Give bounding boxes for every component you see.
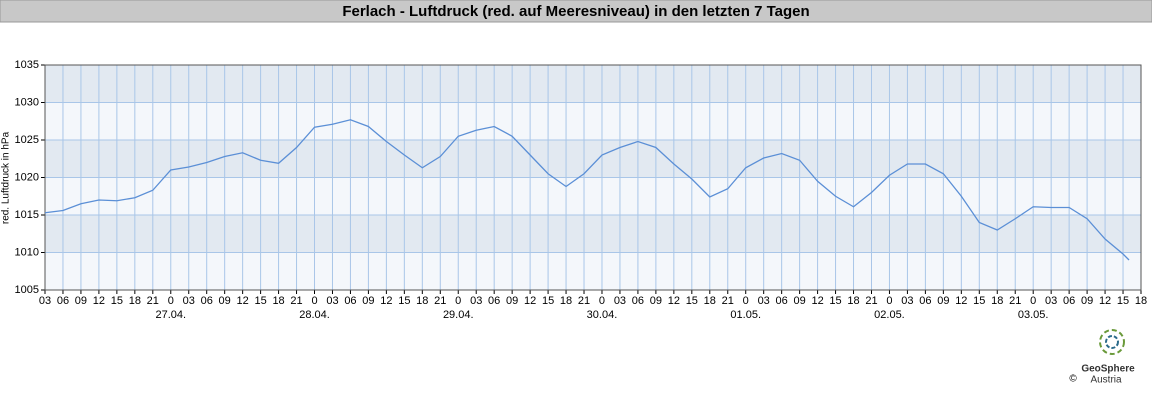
x-tick-label: 0 <box>886 295 892 307</box>
x-tick-label: 09 <box>937 295 949 307</box>
x-tick-label: 06 <box>344 295 356 307</box>
x-tick-label: 12 <box>811 295 823 307</box>
y-tick-label: 1015 <box>15 209 39 221</box>
x-tick-label: 09 <box>506 295 518 307</box>
y-tick-label: 1035 <box>15 59 39 71</box>
x-tick-label: 21 <box>147 295 159 307</box>
band <box>45 140 1141 178</box>
x-tick-label: 0 <box>599 295 605 307</box>
x-tick-label: 21 <box>1009 295 1021 307</box>
x-tick-label: 06 <box>919 295 931 307</box>
x-tick-label: 18 <box>416 295 428 307</box>
y-tick-label: 1010 <box>15 246 39 258</box>
x-tick-label: 15 <box>111 295 123 307</box>
x-tick-label: 12 <box>1099 295 1111 307</box>
x-tick-label: 15 <box>542 295 554 307</box>
x-tick-label: 0 <box>168 295 174 307</box>
plot-border <box>44 64 1142 291</box>
logo-sub: Austria <box>1090 375 1122 386</box>
x-tick-label: 03 <box>326 295 338 307</box>
x-tick-label: 15 <box>686 295 698 307</box>
x-tick-label: 09 <box>650 295 662 307</box>
x-tick-label: 12 <box>668 295 680 307</box>
x-tick-label: 12 <box>380 295 392 307</box>
x-tick-label: 0 <box>743 295 749 307</box>
x-tick-label: 21 <box>578 295 590 307</box>
x-tick-label: 06 <box>488 295 500 307</box>
title-bar <box>0 0 1152 23</box>
x-tick-label: 06 <box>776 295 788 307</box>
x-tick-label: 18 <box>272 295 284 307</box>
x-tick-label: 15 <box>829 295 841 307</box>
y-axis-label: red. Luftdruck in hPa <box>1 131 12 224</box>
x-tick-label: 21 <box>290 295 302 307</box>
date-label: 27.04. <box>155 309 186 321</box>
chart-title: Ferlach - Luftdruck (red. auf Meeresnive… <box>342 3 809 20</box>
logo-icon <box>1105 335 1119 349</box>
x-tick-label: 15 <box>254 295 266 307</box>
date-label: 03.05. <box>1018 309 1049 321</box>
x-tick-label: 03 <box>901 295 913 307</box>
x-tick-label: 18 <box>560 295 572 307</box>
x-tick-label: 21 <box>722 295 734 307</box>
x-tick-label: 15 <box>973 295 985 307</box>
copyright: © <box>1069 374 1077 385</box>
x-tick-label: 09 <box>362 295 374 307</box>
x-tick-label: 12 <box>524 295 536 307</box>
data-line <box>44 119 1130 261</box>
x-tick-label: 18 <box>704 295 716 307</box>
x-tick-label: 15 <box>398 295 410 307</box>
x-tick-label: 18 <box>847 295 859 307</box>
x-tick-label: 03 <box>39 295 51 307</box>
band <box>45 215 1141 253</box>
logo-name: GeoSphere <box>1081 364 1135 375</box>
y-tick-label: 1020 <box>15 171 39 183</box>
x-tick-label: 09 <box>1081 295 1093 307</box>
x-tick-label: 15 <box>1117 295 1129 307</box>
x-tick-label: 18 <box>129 295 141 307</box>
date-label: 29.04. <box>443 309 474 321</box>
x-tick-label: 03 <box>614 295 626 307</box>
date-label: 01.05. <box>730 309 761 321</box>
x-tick-label: 21 <box>434 295 446 307</box>
date-label: 30.04. <box>587 309 618 321</box>
x-tick-label: 0 <box>311 295 317 307</box>
band <box>45 65 1141 103</box>
date-label: 02.05. <box>874 309 905 321</box>
x-tick-label: 03 <box>1045 295 1057 307</box>
x-tick-label: 0 <box>455 295 461 307</box>
logo: GeoSphere Austria © <box>1069 329 1135 386</box>
y-tick-label: 1030 <box>15 96 39 108</box>
x-tick-label: 06 <box>57 295 69 307</box>
date-label: 28.04. <box>299 309 330 321</box>
x-tick-label: 12 <box>93 295 105 307</box>
x-tick-label: 09 <box>219 295 231 307</box>
x-tick-label: 18 <box>1135 295 1147 307</box>
x-tick-label: 12 <box>955 295 967 307</box>
x-tick-label: 06 <box>632 295 644 307</box>
y-tick-label: 1005 <box>15 284 39 296</box>
x-tick-label: 03 <box>183 295 195 307</box>
x-tick-label: 09 <box>793 295 805 307</box>
x-tick-label: 06 <box>1063 295 1075 307</box>
logo-icon <box>1099 329 1125 355</box>
y-tick-label: 1025 <box>15 134 39 146</box>
x-tick-label: 12 <box>237 295 249 307</box>
x-tick-label: 03 <box>758 295 770 307</box>
x-tick-label: 03 <box>470 295 482 307</box>
x-tick-label: 0 <box>1030 295 1036 307</box>
x-tick-label: 09 <box>75 295 87 307</box>
x-tick-label: 06 <box>201 295 213 307</box>
x-tick-label: 18 <box>991 295 1003 307</box>
x-tick-label: 21 <box>865 295 877 307</box>
